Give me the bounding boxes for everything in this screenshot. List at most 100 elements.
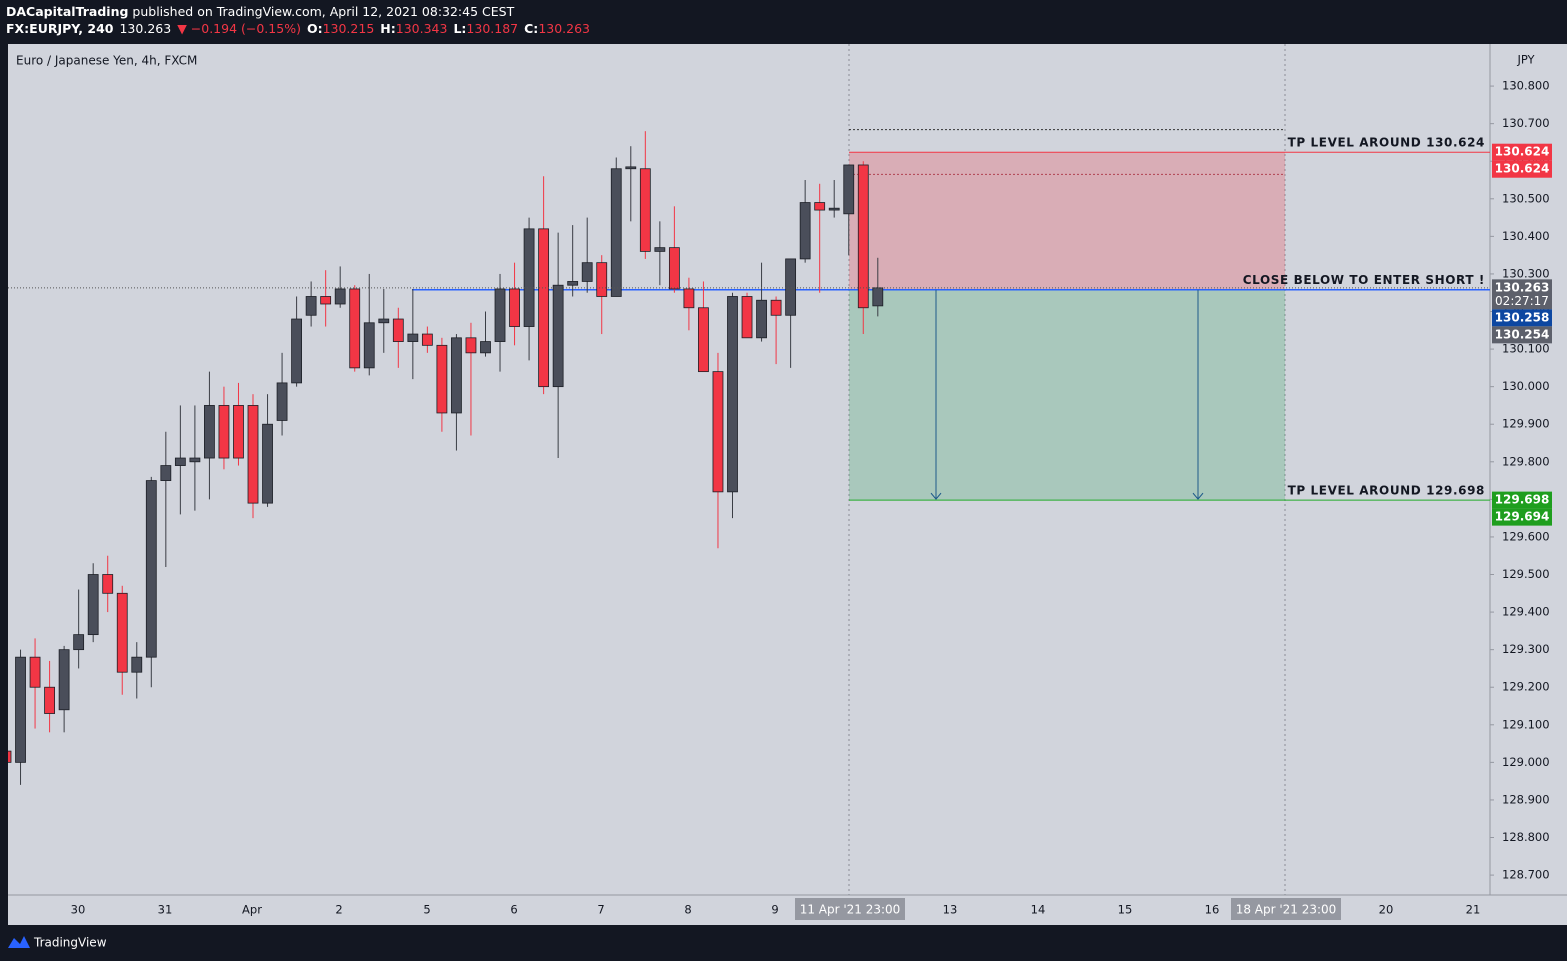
candle-body bbox=[334, 288, 346, 305]
price-badge bbox=[1492, 279, 1552, 310]
candle-body bbox=[785, 258, 797, 316]
h-label: H: bbox=[380, 21, 395, 36]
y-tick-label: 128.900 bbox=[1502, 792, 1550, 806]
y-tick-label: 129.800 bbox=[1502, 454, 1550, 468]
x-tick-label: 8 bbox=[684, 903, 691, 917]
x-tick-label: Apr bbox=[242, 903, 262, 917]
candle-body bbox=[349, 288, 361, 369]
candle-body bbox=[262, 423, 273, 504]
price-badge bbox=[1492, 143, 1552, 161]
candle-body bbox=[567, 281, 579, 286]
candle-body bbox=[204, 405, 215, 459]
candle-body bbox=[392, 318, 404, 342]
logo bbox=[8, 936, 30, 948]
l-label: L: bbox=[453, 21, 466, 36]
y-tick-label: 128.700 bbox=[1502, 868, 1550, 882]
candle-body bbox=[189, 457, 201, 463]
last: 130.263 bbox=[119, 21, 171, 36]
candle-body bbox=[305, 296, 317, 316]
candle-body bbox=[727, 296, 738, 493]
candle-body bbox=[698, 307, 709, 373]
y-tick-label: 130.700 bbox=[1502, 116, 1550, 130]
reward-zone bbox=[849, 289, 1285, 501]
y-tick-label: 129.900 bbox=[1502, 417, 1550, 431]
h-value: 130.343 bbox=[396, 21, 448, 36]
x-tick-label: 13 bbox=[943, 903, 958, 917]
y-tick-label: 130.500 bbox=[1502, 191, 1550, 205]
x-tick-label: 15 bbox=[1118, 903, 1133, 917]
y-tick-label: 130.800 bbox=[1502, 79, 1550, 93]
candle-body bbox=[363, 322, 375, 369]
currency: JPY bbox=[1516, 53, 1535, 67]
candle-body bbox=[87, 574, 99, 636]
x-tick-label: 6 bbox=[510, 903, 517, 917]
candle-body bbox=[683, 288, 695, 309]
price-badge-label: 130.263 bbox=[1495, 280, 1550, 294]
candle-body bbox=[552, 284, 564, 388]
y-tick-label: 129.200 bbox=[1502, 680, 1550, 694]
x-tick-label: 7 bbox=[597, 903, 604, 917]
risk-zone bbox=[849, 152, 1285, 290]
x-tick-label: 20 bbox=[1379, 903, 1394, 917]
c-value: 130.263 bbox=[538, 21, 590, 36]
candle-body bbox=[872, 287, 884, 307]
price-badge bbox=[1492, 508, 1552, 526]
candle-body bbox=[421, 333, 433, 346]
candle-body bbox=[465, 337, 477, 354]
x-tick-label: 30 bbox=[71, 903, 86, 917]
candle-body bbox=[276, 382, 288, 421]
price-badge-label: 130.624 bbox=[1495, 162, 1550, 176]
y-tick-label: 129.500 bbox=[1502, 567, 1550, 581]
candle-body bbox=[596, 262, 608, 297]
candle-body bbox=[145, 480, 157, 658]
candle-body bbox=[378, 318, 390, 324]
candle-body bbox=[639, 168, 651, 252]
candle-body bbox=[73, 634, 85, 651]
candle-body bbox=[218, 405, 230, 459]
candle-body bbox=[247, 405, 259, 504]
y-tick-label: 128.800 bbox=[1502, 830, 1550, 844]
crosshair-badge bbox=[795, 898, 905, 920]
y-tick-label: 130.000 bbox=[1502, 379, 1550, 393]
candle-body bbox=[320, 296, 332, 305]
y-tick-label: 129.300 bbox=[1502, 642, 1550, 656]
crosshair-label: 18 Apr '21 23:00 bbox=[1236, 903, 1337, 917]
price-badge-label: 129.694 bbox=[1495, 510, 1550, 524]
change: ▼ −0.194 (−0.15%) bbox=[177, 21, 301, 36]
candle-body bbox=[770, 299, 782, 316]
x-tick-label: 31 bbox=[158, 903, 173, 917]
y-tick-label: 129.000 bbox=[1502, 755, 1550, 769]
x-tick-label: 14 bbox=[1031, 903, 1046, 917]
candle-body bbox=[480, 341, 491, 354]
candle-body bbox=[15, 656, 26, 763]
price-badge-label: 130.624 bbox=[1495, 145, 1550, 159]
candle-body bbox=[799, 202, 811, 260]
candle-body bbox=[581, 262, 593, 282]
x-tick-label: 2 bbox=[335, 903, 342, 917]
annotation: TP LEVEL AROUND 130.624 bbox=[1288, 136, 1485, 150]
candle-body bbox=[102, 574, 114, 594]
annotation: CLOSE BELOW TO ENTER SHORT ! bbox=[1243, 273, 1485, 287]
candle-body bbox=[131, 656, 143, 673]
y-tick-label: 130.300 bbox=[1502, 266, 1550, 280]
price-badge-label: 129.698 bbox=[1495, 493, 1550, 507]
candle-body bbox=[668, 247, 680, 290]
crosshair-badge bbox=[1231, 898, 1341, 920]
author: DACapitalTrading bbox=[6, 4, 128, 19]
candle-body bbox=[756, 299, 767, 339]
candle-body bbox=[523, 228, 535, 327]
candle-body bbox=[610, 168, 622, 297]
candle-body bbox=[509, 288, 520, 327]
arrow-head bbox=[1192, 492, 1204, 500]
candle-body bbox=[451, 337, 462, 414]
candle-body bbox=[116, 592, 128, 673]
price-badge bbox=[1492, 326, 1552, 344]
chart-title: Euro / Japanese Yen, 4h, FXCM bbox=[16, 54, 197, 68]
price-badge bbox=[1492, 309, 1552, 327]
arrow-head bbox=[930, 492, 942, 500]
header-line-2: FX:EURJPY, 240 130.263 ▼ −0.194 (−0.15%) O:… bbox=[6, 21, 590, 36]
candle-body bbox=[8, 750, 12, 763]
candle-body bbox=[291, 318, 303, 384]
candle-body bbox=[828, 207, 840, 211]
